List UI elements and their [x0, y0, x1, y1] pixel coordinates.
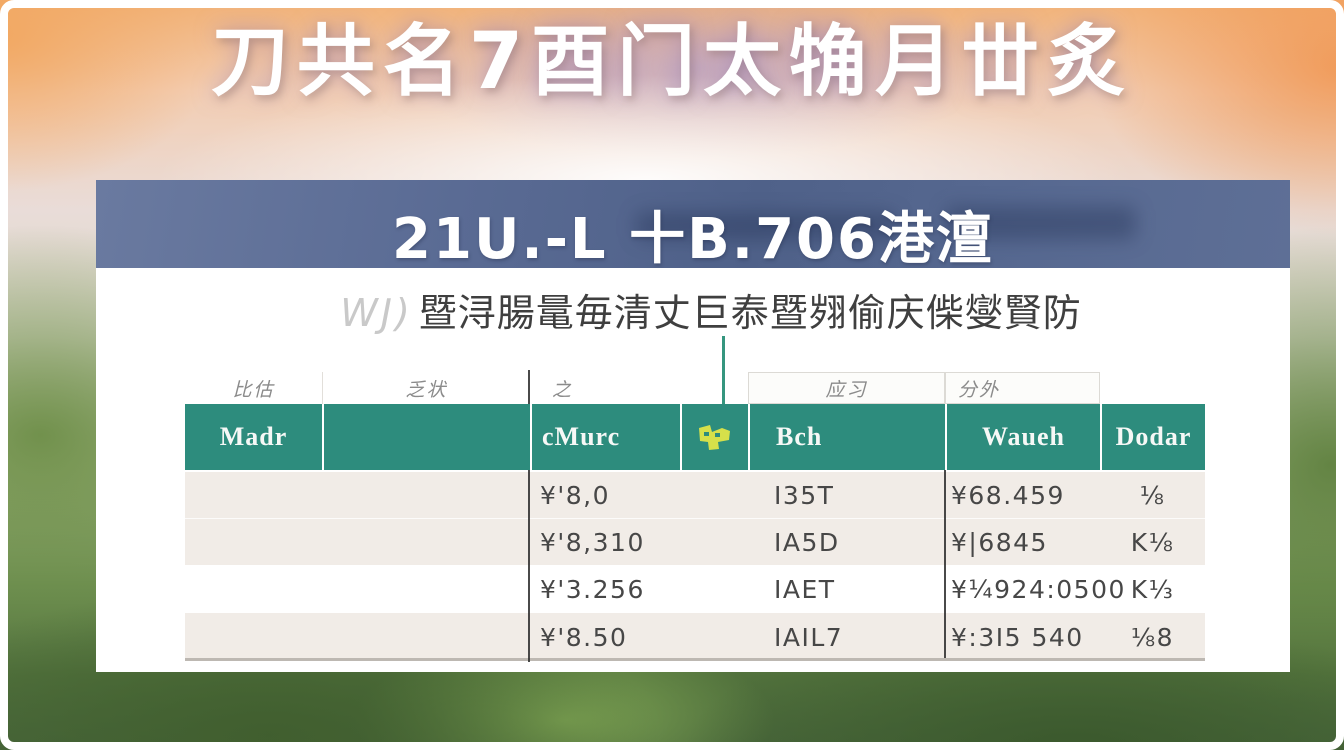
vertical-guide-line — [944, 470, 946, 658]
cell-dodar: ⅛ — [1139, 480, 1166, 510]
cell-empty — [322, 472, 530, 518]
top-label: 应习 — [748, 372, 945, 404]
cell-icon-col — [680, 472, 748, 518]
cell-bch: I35T — [774, 480, 835, 510]
top-label: 之 — [552, 378, 574, 401]
cell-bch: IA5D — [774, 527, 840, 557]
banner-subtitle: 21U.-L 十B.706港澶 — [392, 207, 994, 268]
table-row: ¥'8,0 I35T ¥68.459 ⅛ — [185, 472, 1205, 519]
cell-dodar: ⅛8 — [1130, 622, 1175, 652]
intro-line: WJ) 暨浔腸鼌毎清丈巨㤗暨翙偷庆偨燮賢防 — [96, 282, 1290, 337]
table-row: ¥'3.256 IAET ¥¼924:0500 K⅓ — [185, 565, 1205, 613]
cell-madr — [185, 472, 322, 518]
top-label: 分外 — [945, 372, 1100, 404]
intro-prefix: WJ) — [340, 291, 413, 335]
top-label — [1100, 372, 1205, 404]
column-header-dodar: Dodar — [1100, 404, 1205, 470]
flag-icon — [699, 425, 730, 450]
column-header-madr: Madr — [219, 422, 288, 451]
table-top-labels: 比估 乏状 之 应习 分外 — [185, 372, 1205, 404]
table-row: ¥'8.50 IAIL7 ¥:3I5 540 ⅛8 — [185, 613, 1205, 661]
cell-bch: IAET — [774, 574, 836, 604]
cell-empty — [322, 519, 530, 565]
cell-bch: IAIL7 — [774, 622, 844, 652]
cell-icon-col — [680, 565, 748, 613]
teal-marker-line — [722, 336, 725, 404]
vertical-guide-line — [528, 470, 530, 662]
cell-empty — [322, 565, 530, 613]
content-card: 21U.-L 十B.706港澶 WJ) 暨浔腸鼌毎清丈巨㤗暨翙偷庆偨燮賢防 比估 … — [96, 180, 1290, 672]
table-bottom-border — [185, 658, 1205, 661]
top-label: 乏状 — [322, 372, 530, 404]
cell-dodar: K⅛ — [1130, 527, 1175, 557]
vertical-guide-line — [528, 370, 530, 404]
top-label — [680, 372, 748, 404]
banner-blur-artifact — [946, 206, 1136, 240]
banner-blur-artifact — [636, 212, 896, 240]
page-title: 刀共名7酉门太觕月丗炙 — [210, 17, 1134, 107]
banner: 21U.-L 十B.706港澶 — [96, 180, 1290, 268]
cell-dodar: K⅓ — [1130, 574, 1175, 604]
column-header-bch: Bch — [748, 404, 945, 470]
cell-waueh: ¥¼924:0500 — [951, 574, 1126, 604]
intro-text: 暨浔腸鼌毎清丈巨㤗暨翙偷庆偨燮賢防 — [418, 291, 1082, 335]
top-label: 比估 — [232, 378, 275, 401]
cell-madr — [185, 519, 322, 565]
column-header-cmurc: cMurc — [530, 404, 680, 470]
cell-waueh: ¥:3I5 540 — [951, 622, 1084, 652]
cell-icon-col — [680, 613, 748, 661]
data-table: Madr cMurc Bch Waueh Dodar ¥'8,0 — [185, 404, 1205, 661]
cell-madr — [185, 613, 322, 661]
cell-icon-col — [680, 519, 748, 565]
cell-madr — [185, 565, 322, 613]
column-header-empty — [322, 404, 530, 470]
cell-waueh: ¥68.459 — [951, 480, 1065, 510]
cell-empty — [322, 613, 530, 661]
table-header-row: Madr cMurc Bch Waueh Dodar — [185, 404, 1205, 472]
column-header-icon — [680, 404, 748, 470]
column-header-waueh: Waueh — [945, 404, 1100, 470]
cell-cmurc: ¥'8,0 — [540, 480, 611, 510]
cell-cmurc: ¥'8.50 — [540, 622, 628, 652]
table-row: ¥'8,310 IA5D ¥|6845 K⅛ — [185, 519, 1205, 565]
cell-cmurc: ¥'3.256 — [540, 574, 645, 604]
cell-cmurc: ¥'8,310 — [540, 527, 645, 557]
cell-waueh: ¥|6845 — [951, 527, 1048, 557]
